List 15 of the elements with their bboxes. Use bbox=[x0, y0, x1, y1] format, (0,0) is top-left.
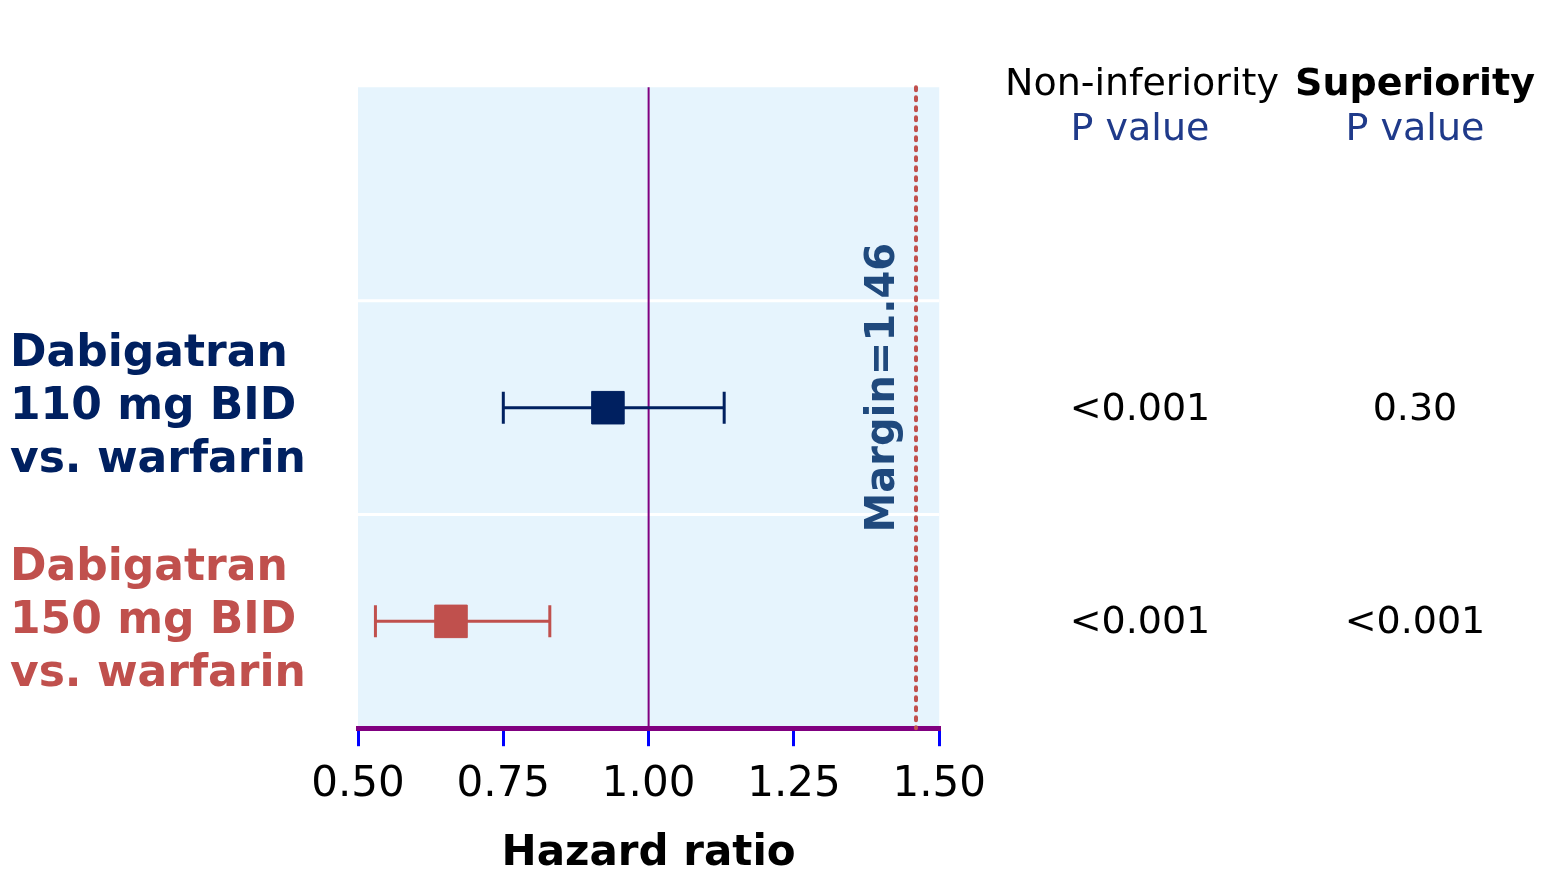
y-tick-label: Dabigatran 150 mg BID vs. warfarin bbox=[10, 539, 306, 696]
text: <0.001 bbox=[1068, 598, 1212, 644]
x-tick-label: 1.00 bbox=[601, 757, 696, 807]
text: Non-inferiority P value bbox=[1005, 59, 1279, 151]
x-tick-label: 1.25 bbox=[747, 757, 841, 807]
text: 0.30 bbox=[1371, 384, 1459, 431]
x-tick-label: 1.50 bbox=[892, 757, 986, 807]
x-tick-label: 0.75 bbox=[456, 757, 551, 807]
y-tick-label: Dabigatran 110 mg BID vs. warfarin bbox=[10, 325, 306, 482]
text: Superiority P value bbox=[1294, 59, 1536, 151]
text: <0.001 bbox=[1068, 384, 1212, 431]
text: <0.001 bbox=[1343, 598, 1487, 644]
x-axis-title: Hazard ratio bbox=[501, 825, 796, 875]
ref-line-label: Margin=1.46 bbox=[857, 242, 904, 533]
x-tick-label: 0.50 bbox=[311, 757, 405, 807]
